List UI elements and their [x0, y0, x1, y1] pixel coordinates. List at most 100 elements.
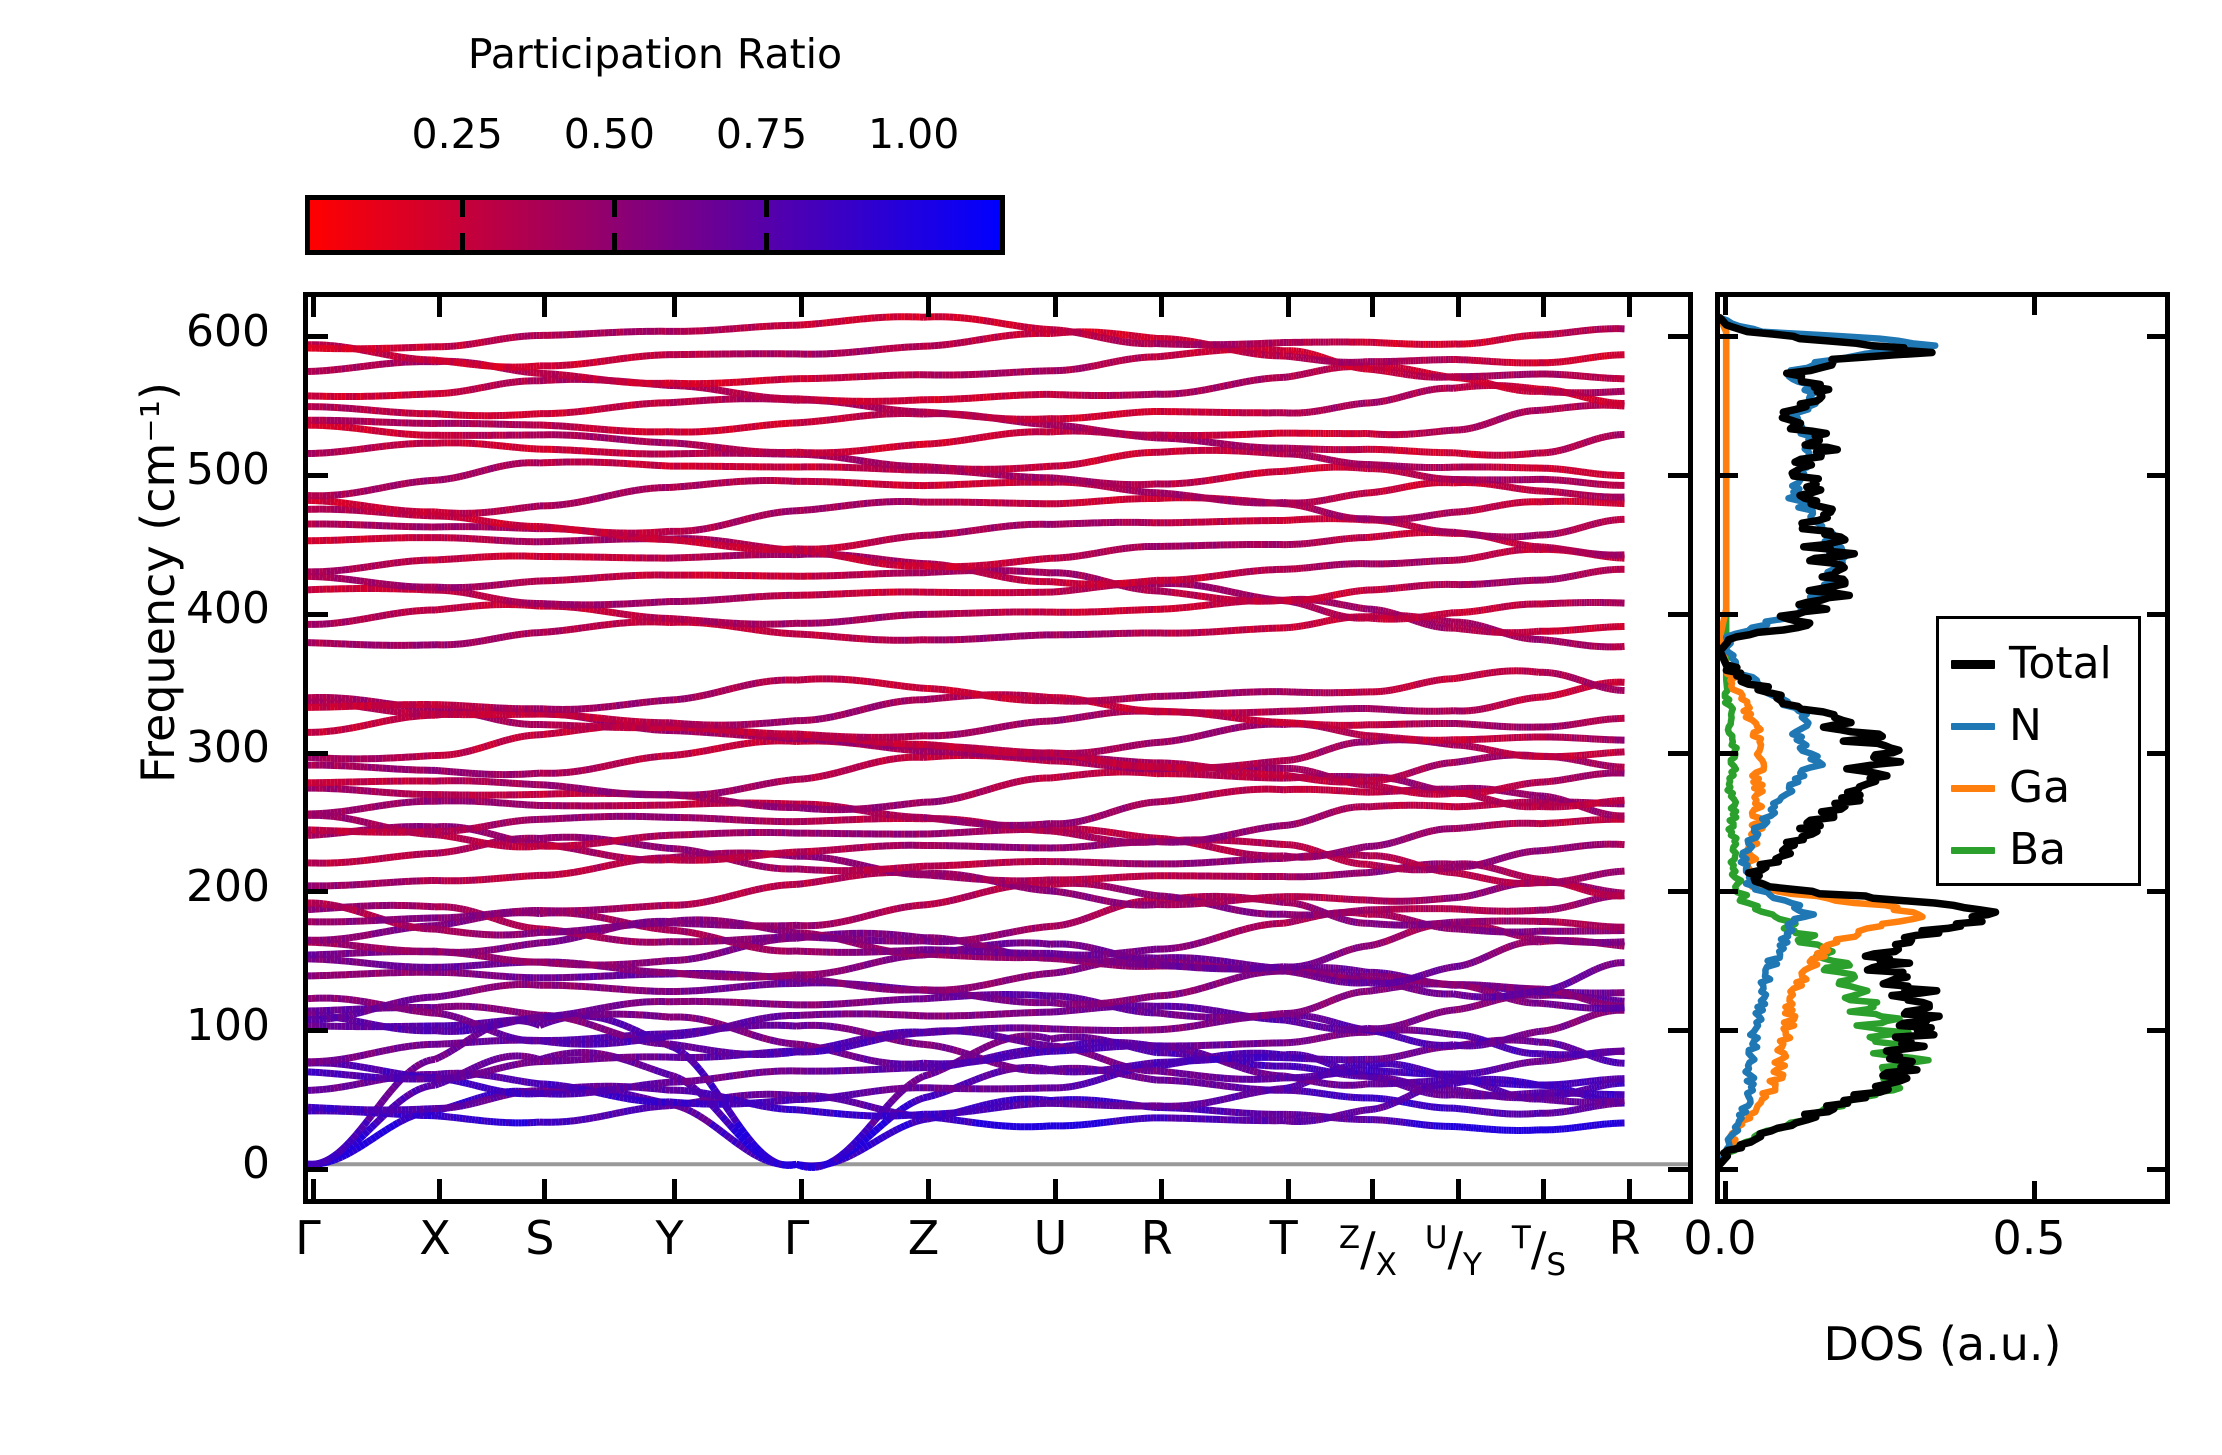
band-y-tick: [1668, 1028, 1688, 1034]
dos-canvas: [1720, 297, 2165, 1199]
dos-y-tick: [2147, 750, 2165, 756]
dos-y-tick: [2147, 889, 2165, 895]
band-x-tick-label: Z: [908, 1212, 940, 1264]
band-x-tick: [799, 297, 805, 317]
dos-x-tick: [2031, 297, 2037, 315]
colorbar-tick-mark: [764, 200, 770, 217]
band-x-tick: [1541, 1179, 1547, 1199]
colorbar-tick-mark: [611, 233, 617, 250]
dos-y-tick: [2147, 334, 2165, 340]
band-y-tick: [308, 889, 328, 895]
band-x-tick-label: X: [419, 1212, 451, 1264]
band-x-tick-label: Γ: [784, 1212, 810, 1264]
band-x-tick-label: Z/X: [1339, 1212, 1397, 1291]
band-x-tick-label: T: [1270, 1212, 1298, 1264]
dos-y-tick: [2147, 472, 2165, 478]
dos-x-tick-label: 0.5: [1992, 1212, 2065, 1264]
band-y-tick: [308, 1166, 328, 1172]
band-y-tick: [1668, 472, 1688, 478]
band-x-tick-label: U: [1034, 1212, 1068, 1264]
band-x-tick-label: Y: [655, 1212, 683, 1264]
band-x-tick-label: Γ: [295, 1212, 321, 1264]
colorbar-tick-label: 0.50: [564, 110, 655, 158]
band-y-tick-label: 200: [186, 864, 270, 909]
colorbar-title: Participation Ratio: [305, 30, 1005, 78]
legend-entry: Total: [1939, 633, 2138, 695]
band-x-tick-label: T/S: [1512, 1212, 1566, 1291]
band-structure-plot: [303, 292, 1693, 1204]
band-x-tick: [1627, 297, 1633, 317]
legend-color-swatch: [1951, 846, 1995, 854]
band-x-tick: [310, 1179, 316, 1199]
dos-svg: [1720, 314, 2000, 1169]
colorbar-tick-label: 0.25: [412, 110, 503, 158]
band-y-tick-label: 0: [242, 1142, 270, 1186]
band-y-tick-labels: 0 100 200 300 400 500 600: [0, 292, 288, 1204]
band-x-tick: [925, 297, 931, 317]
band-x-tick: [1541, 297, 1547, 317]
dos-y-tick: [1720, 611, 1738, 617]
band-y-tick: [1668, 750, 1688, 756]
band-structure-svg: [308, 313, 1688, 1172]
band-x-tick: [1052, 297, 1058, 317]
colorbar-tick-mark: [611, 200, 617, 217]
band-x-tick: [310, 297, 316, 317]
band-x-tick: [542, 297, 548, 317]
dos-legend: Total N Ga Ba: [1936, 616, 2141, 886]
band-x-tick: [1370, 1179, 1376, 1199]
band-x-tick-labels: Γ X S Y Γ Z U R T Z/X U/Y T/S R: [295, 1212, 1693, 1302]
dos-y-tick: [2147, 1166, 2165, 1172]
legend-entry: N: [1939, 695, 2138, 757]
dos-y-tick: [1720, 750, 1738, 756]
band-x-tick: [437, 1179, 443, 1199]
band-x-tick: [1286, 297, 1292, 317]
band-x-tick-label: R: [1141, 1212, 1173, 1264]
band-x-tick-label: S: [525, 1212, 554, 1264]
colorbar-gradient-box: [305, 195, 1005, 255]
band-y-tick-label: 600: [186, 309, 270, 354]
colorbar-tick-mark: [764, 233, 770, 250]
colorbar-tick-labels: 0.25 0.50 0.75 1.00: [305, 110, 1005, 160]
legend-label: N: [2009, 704, 2042, 748]
dos-y-tick: [2147, 611, 2165, 617]
band-y-tick-label: 500: [186, 448, 270, 492]
colorbar-tick-mark: [459, 233, 465, 250]
colorbar-tick-label: 1.00: [868, 110, 959, 158]
band-y-tick: [308, 611, 328, 617]
band-y-tick: [308, 472, 328, 478]
band-x-tick: [437, 297, 443, 317]
band-y-tick: [1668, 334, 1688, 340]
colorbar-gradient: [310, 200, 1000, 250]
legend-label: Total: [2009, 642, 2112, 686]
band-x-tick: [1455, 297, 1461, 317]
band-x-tick: [542, 1179, 548, 1199]
legend-entry: Ga: [1939, 757, 2138, 819]
dos-y-tick: [1720, 334, 1738, 340]
dos-y-tick: [1720, 889, 1738, 895]
dos-x-tick: [2031, 1181, 2037, 1199]
band-y-tick: [1668, 889, 1688, 895]
band-x-tick: [1286, 1179, 1292, 1199]
colorbar-tick-label: 0.75: [716, 110, 807, 158]
band-x-tick-label: R: [1609, 1212, 1641, 1264]
band-x-tick: [1627, 1179, 1633, 1199]
band-y-tick-label: 100: [186, 1003, 270, 1048]
dos-y-tick: [1720, 1028, 1738, 1034]
legend-color-swatch: [1951, 784, 1995, 792]
band-x-tick: [1159, 297, 1165, 317]
legend-color-swatch: [1951, 659, 1995, 669]
band-x-tick: [1159, 1179, 1165, 1199]
band-x-tick: [1455, 1179, 1461, 1199]
band-y-tick: [308, 750, 328, 756]
band-x-tick: [1052, 1179, 1058, 1199]
band-y-tick: [308, 334, 328, 340]
band-x-tick: [672, 1179, 678, 1199]
legend-label: Ga: [2009, 766, 2070, 810]
band-x-tick-label: U/Y: [1425, 1212, 1482, 1291]
band-y-tick: [308, 1028, 328, 1034]
legend-color-swatch: [1951, 722, 1995, 730]
band-x-tick: [799, 1179, 805, 1199]
legend-entry: Ba: [1939, 819, 2138, 881]
dos-y-tick: [2147, 1028, 2165, 1034]
